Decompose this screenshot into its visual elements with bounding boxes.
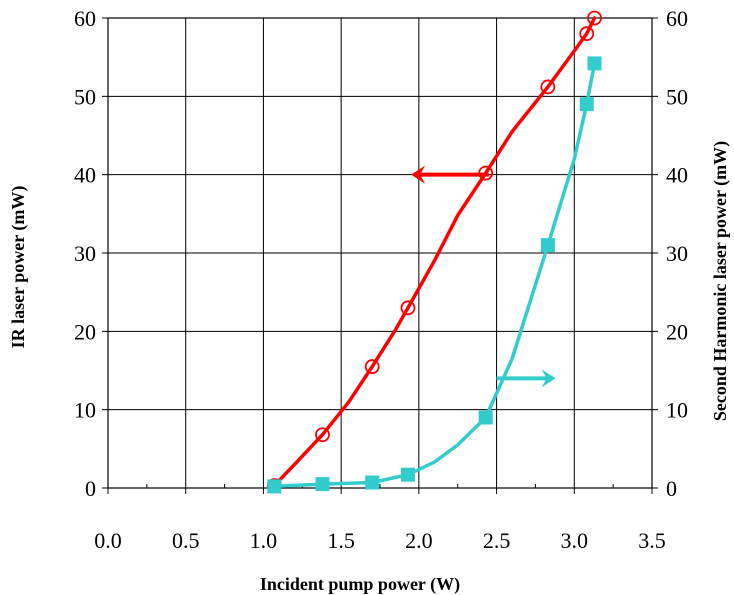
y-right-tick-label: 20 [666,319,688,344]
x-tick-label: 1.5 [327,528,355,553]
y-left-tick-labels: 0 10 20 30 40 50 60 [74,6,96,501]
data-point [315,427,330,443]
y-right-tick-label: 60 [666,6,688,31]
x-axis-title: Incident pump power (W) [260,574,460,595]
x-tick-labels: 0.0 0.5 1.0 1.5 2.0 2.5 3.0 3.5 [94,528,666,553]
x-tick-label: 0.5 [172,528,200,553]
x-tick-label: 3.5 [638,528,666,553]
data-point [365,475,380,490]
data-point [400,467,415,482]
arrow-head [541,369,556,388]
data-point [364,359,380,374]
arrow-head [411,165,426,184]
y-left-tick-label: 10 [74,398,96,423]
data-point [587,10,602,26]
annotation-arrow-left [411,165,489,184]
y-left-tick-label: 20 [74,319,96,344]
series-line [272,16,597,488]
x-tick-label: 3.0 [561,528,589,553]
data-point [579,97,594,112]
y-left-axis-title: IR laser power (mW) [8,186,29,349]
data-point [587,56,602,71]
series-line [272,61,597,489]
data-point [540,79,556,95]
data-point [540,238,555,253]
y-right-tick-label: 0 [666,476,677,501]
y-left-tick-label: 60 [74,6,96,31]
y-left-tick-label: 50 [74,84,96,109]
data-point [478,410,493,425]
data-point [400,300,416,316]
annotation-arrow-right [496,369,556,388]
y-right-tick-labels: 0 10 20 30 40 50 60 [666,6,688,501]
data-point [579,26,595,42]
grid [107,17,653,489]
y-left-tick-label: 40 [74,163,96,188]
x-tick-label: 1.0 [250,528,278,553]
y-right-tick-label: 40 [666,163,688,188]
y-left-tick-label: 30 [74,241,96,266]
axis-ticks [102,17,658,494]
annotation-layer [411,165,556,388]
data-point [267,479,282,494]
series-layer [266,10,602,494]
data-point [315,477,330,492]
y-right-tick-label: 50 [666,84,688,109]
y-right-axis-title: Second Harmonic laser power (mW) [710,141,731,421]
x-tick-label: 0.0 [94,528,122,553]
series-2 [267,56,602,494]
y-left-tick-label: 0 [85,476,96,501]
y-right-tick-label: 10 [666,398,688,423]
x-tick-label: 2.5 [483,528,511,553]
y-right-tick-label: 30 [666,241,688,266]
x-tick-label: 2.0 [405,528,433,553]
